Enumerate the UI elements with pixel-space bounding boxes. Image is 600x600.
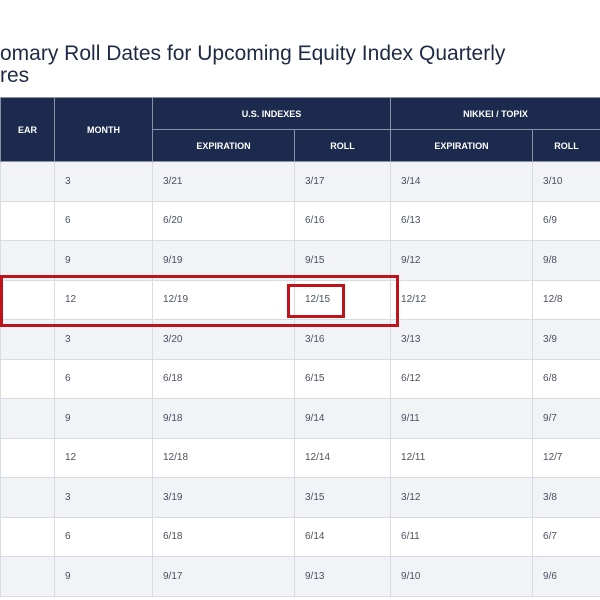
table-row: 3 3/21 3/17 3/14 3/10 — [0, 161, 600, 202]
roll-cell-highlight-box — [287, 284, 345, 318]
cell-nikkei-roll: 9/7 — [532, 398, 600, 439]
cell-nikkei-roll: 3/9 — [532, 319, 600, 360]
cell-month: 9 — [54, 556, 153, 597]
cell-us-roll: 3/17 — [293, 161, 392, 202]
cell-us-expiration: 9/17 — [152, 556, 295, 597]
cell-year — [0, 556, 55, 597]
cell-year — [0, 477, 55, 518]
cell-nikkei-expiration: 12/12 — [390, 279, 534, 320]
cell-year — [0, 240, 55, 281]
cell-us-expiration: 3/19 — [152, 477, 295, 518]
header-month: MONTH — [54, 97, 153, 162]
cell-nikkei-expiration: 6/11 — [390, 516, 534, 557]
table-row: 9 9/18 9/14 9/11 9/7 — [0, 398, 600, 439]
cell-nikkei-roll: 9/6 — [532, 556, 600, 597]
cell-nikkei-roll: 6/9 — [532, 200, 600, 241]
header-year: EAR — [0, 97, 55, 162]
cell-us-roll: 6/16 — [293, 200, 392, 241]
cell-month: 12 — [54, 437, 153, 478]
page-title: omary Roll Dates for Upcoming Equity Ind… — [0, 42, 506, 87]
cell-us-roll: 6/14 — [293, 516, 392, 557]
cell-nikkei-roll: 3/8 — [532, 477, 600, 518]
cell-nikkei-expiration: 3/14 — [390, 161, 534, 202]
cell-month: 3 — [54, 477, 153, 518]
cell-us-roll: 6/15 — [293, 358, 392, 399]
cell-us-expiration: 12/19 — [152, 279, 295, 320]
header-us-expiration: EXPIRATION — [152, 129, 295, 162]
table-row: 6 6/18 6/15 6/12 6/8 — [0, 358, 600, 399]
cell-nikkei-roll: 6/7 — [532, 516, 600, 557]
cell-nikkei-expiration: 3/13 — [390, 319, 534, 360]
cell-nikkei-roll: 6/8 — [532, 358, 600, 399]
header-nikkei-expiration: EXPIRATION — [390, 129, 534, 162]
cell-nikkei-expiration: 9/11 — [390, 398, 534, 439]
table-row: 6 6/18 6/14 6/11 6/7 — [0, 516, 600, 557]
cell-us-roll: 9/14 — [293, 398, 392, 439]
cell-us-expiration: 12/18 — [152, 437, 295, 478]
cell-year — [0, 437, 55, 478]
cell-nikkei-roll: 12/7 — [532, 437, 600, 478]
cell-year — [0, 516, 55, 557]
cell-us-expiration: 9/18 — [152, 398, 295, 439]
cell-us-roll: 12/14 — [293, 437, 392, 478]
cell-nikkei-expiration: 9/12 — [390, 240, 534, 281]
cell-us-expiration: 6/18 — [152, 358, 295, 399]
row-highlight-box — [0, 275, 399, 327]
cell-month: 3 — [54, 161, 153, 202]
roll-dates-table: EAR MONTH U.S. INDEXES NIKKEI / TOPIX EX… — [0, 97, 600, 597]
cell-nikkei-roll: 3/10 — [532, 161, 600, 202]
cell-nikkei-roll: 9/8 — [532, 240, 600, 281]
header-us-roll: ROLL — [293, 129, 392, 162]
cell-year — [0, 161, 55, 202]
table-row: 6 6/20 6/16 6/13 6/9 — [0, 200, 600, 241]
cell-nikkei-expiration: 12/11 — [390, 437, 534, 478]
table-row: 9 9/17 9/13 9/10 9/6 — [0, 556, 600, 597]
cell-us-expiration: 3/21 — [152, 161, 295, 202]
cell-month: 9 — [54, 398, 153, 439]
cell-us-roll: 9/13 — [293, 556, 392, 597]
cell-nikkei-roll: 12/8 — [532, 279, 600, 320]
cell-nikkei-expiration: 6/13 — [390, 200, 534, 241]
table-row: 12 12/18 12/14 12/11 12/7 — [0, 437, 600, 478]
table-row: 9 9/19 9/15 9/12 9/8 — [0, 240, 600, 281]
cell-year — [0, 398, 55, 439]
cell-month: 6 — [54, 200, 153, 241]
cell-nikkei-expiration: 9/10 — [390, 556, 534, 597]
header-nikkei-topix: NIKKEI / TOPIX — [390, 97, 600, 130]
cell-nikkei-expiration: 6/12 — [390, 358, 534, 399]
header-us-indexes: U.S. INDEXES — [151, 97, 392, 130]
cell-nikkei-expiration: 3/12 — [390, 477, 534, 518]
cell-us-expiration: 9/19 — [152, 240, 295, 281]
cell-us-expiration: 6/18 — [152, 516, 295, 557]
cell-month: 6 — [54, 358, 153, 399]
cell-us-roll: 3/15 — [293, 477, 392, 518]
cell-year — [0, 200, 55, 241]
cell-us-expiration: 6/20 — [152, 200, 295, 241]
cell-month: 6 — [54, 516, 153, 557]
cell-year — [0, 358, 55, 399]
table-row: 3 3/19 3/15 3/12 3/8 — [0, 477, 600, 518]
header-nikkei-roll: ROLL — [532, 129, 600, 162]
cell-us-roll: 9/15 — [293, 240, 392, 281]
